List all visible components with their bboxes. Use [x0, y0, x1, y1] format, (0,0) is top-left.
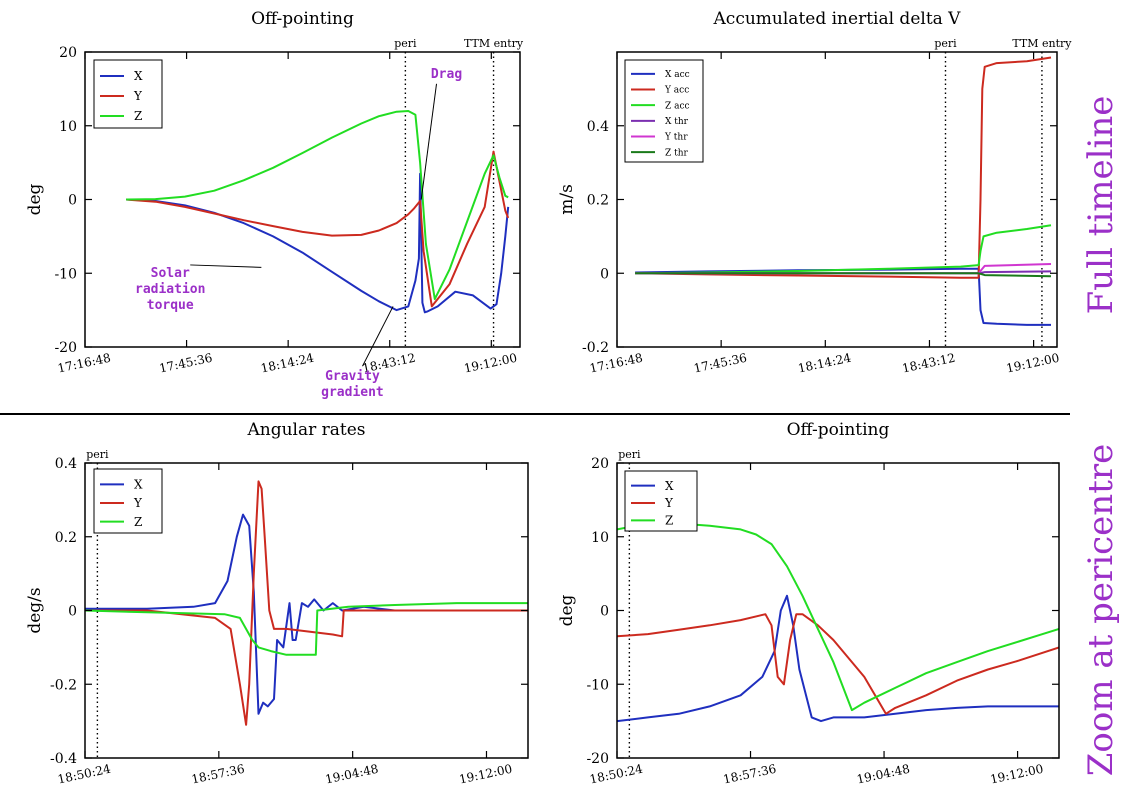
y-tick-label: -0.4 [50, 751, 77, 767]
series-line-y-acc [635, 56, 1052, 279]
legend-entry: Y acc [664, 86, 689, 96]
series-line-y [85, 480, 528, 726]
side-label-top: Full timeline [1081, 96, 1121, 315]
y-tick-label: 0.2 [587, 193, 609, 209]
y-tick-label: -10 [586, 677, 609, 693]
vline-label: TTM entry [1012, 37, 1072, 50]
x-tick-label: 17:45:36 [158, 351, 214, 376]
y-axis-label: m/s [557, 184, 577, 215]
y-axis-label: deg [557, 594, 577, 626]
vline-label: peri [618, 448, 641, 461]
legend-entry: Z [134, 515, 142, 529]
legend [93, 59, 163, 129]
series-line-z-thr [635, 272, 1052, 278]
y-tick-label: 10 [59, 119, 77, 135]
annotation-leader [190, 264, 262, 268]
y-axis-label: deg/s [25, 587, 45, 633]
series-line-y [126, 150, 510, 308]
y-tick-label: -20 [586, 751, 609, 767]
y-tick-label: 0 [68, 604, 77, 620]
legend [93, 468, 163, 534]
chart-title: Off-pointing [251, 9, 354, 29]
legend-entry: Z thr [665, 148, 689, 158]
x-tick-label: 19:12:00 [989, 762, 1045, 787]
legend-entry: X [665, 479, 674, 493]
legend-entry: Y thr [664, 133, 688, 143]
chart-title: Accumulated inertial delta V [713, 9, 962, 29]
series-line-x [85, 513, 528, 715]
legend-entry: X thr [665, 117, 689, 127]
y-axis-label: deg [25, 183, 45, 215]
series-line-z [126, 110, 509, 301]
series-line-z [617, 522, 1059, 712]
legend [624, 59, 704, 163]
x-tick-label: 17:45:36 [693, 351, 749, 376]
y-tick-label: 20 [59, 45, 77, 61]
y-tick-label: -10 [54, 266, 77, 282]
series-line-z [85, 602, 528, 656]
series-line-y [617, 613, 1059, 715]
chart-delta-v-full: Accumulated inertial delta V peri TTM entr… [557, 9, 1072, 376]
vline-label: TTM entry [464, 37, 524, 50]
annotation-text: Drag [431, 67, 462, 82]
y-tick-label: -0.2 [50, 677, 77, 693]
chart-title: Off-pointing [787, 420, 890, 440]
y-tick-label: 0.4 [587, 119, 609, 135]
y-tick-label: 20 [591, 456, 609, 472]
chart-angular-rates-zoom: Angular ratesperi-0.4-0.200.20.418:50:24… [25, 420, 529, 787]
legend-entry: X [134, 69, 143, 83]
y-tick-label: 0 [600, 266, 609, 282]
legend-entry: Y [133, 496, 143, 510]
x-tick-label: 19:12:00 [463, 351, 519, 376]
legend [624, 470, 698, 532]
annotation-text: Solar radiation torque [135, 266, 205, 313]
y-tick-label: 10 [591, 530, 609, 546]
vline-label: peri [86, 448, 109, 461]
y-tick-label: 0.4 [55, 456, 77, 472]
series-line-x [126, 172, 510, 314]
chart-title: Angular rates [246, 420, 365, 440]
vline-label: peri [394, 37, 417, 50]
legend-entry: X acc [665, 70, 690, 80]
annotation-text: Gravity gradient [321, 369, 384, 400]
legend-entry: Z [665, 514, 673, 528]
x-tick-label: 18:14:24 [797, 351, 853, 376]
x-tick-label: 18:57:36 [190, 762, 246, 787]
series-line-z-acc [635, 224, 1052, 275]
x-tick-label: 19:12:00 [458, 762, 514, 787]
vline-label: peri [934, 37, 957, 50]
x-tick-label: 18:57:36 [722, 762, 778, 787]
legend-entry: Z [134, 109, 142, 123]
legend-entry: Y [664, 496, 674, 510]
y-tick-label: -20 [54, 340, 77, 356]
x-tick-label: 19:04:48 [855, 762, 911, 787]
x-tick-label: 19:12:00 [1005, 351, 1061, 376]
x-tick-label: 18:14:24 [260, 351, 316, 376]
y-tick-label: 0 [68, 193, 77, 209]
annotation-leader [362, 306, 394, 367]
y-tick-label: 0 [600, 604, 609, 620]
y-tick-label: -0.2 [582, 340, 609, 356]
series-line-x-acc [635, 267, 1051, 326]
annotation-leader [420, 83, 438, 200]
series-line-x [617, 594, 1059, 723]
side-label-bottom: Zoom at pericentre [1081, 444, 1121, 776]
y-tick-label: 0.2 [55, 530, 77, 546]
x-tick-label: 18:43:12 [901, 351, 957, 376]
legend-entry: Y [133, 89, 143, 103]
x-tick-label: 19:04:48 [324, 762, 380, 787]
legend-entry: Z acc [665, 101, 690, 111]
legend-entry: X [134, 478, 143, 492]
